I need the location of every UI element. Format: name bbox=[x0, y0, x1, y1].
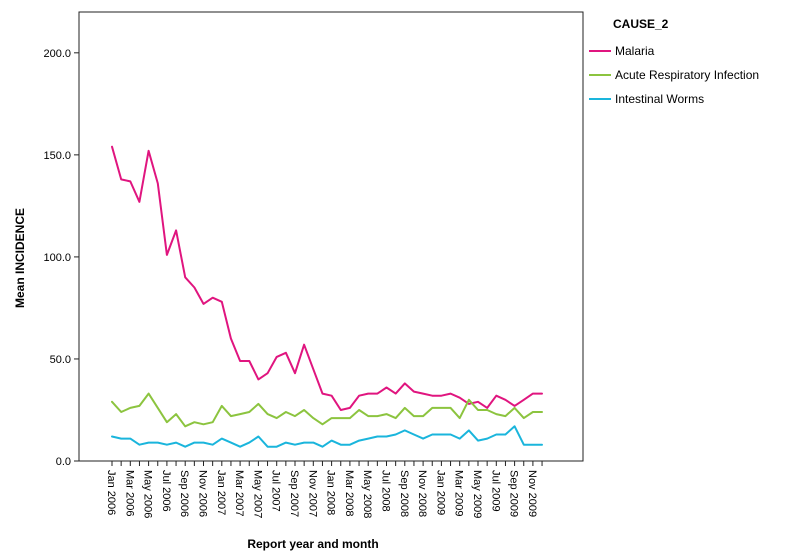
x-tick-label: Nov 2007 bbox=[306, 470, 318, 517]
legend-item-label: Malaria bbox=[615, 44, 655, 58]
x-tick-label: Mar 2007 bbox=[233, 470, 245, 516]
x-tick-label: Jul 2006 bbox=[160, 470, 172, 512]
x-tick-label: Jul 2007 bbox=[270, 470, 282, 512]
x-axis-title: Report year and month bbox=[247, 537, 378, 551]
x-tick-label: Jan 2006 bbox=[105, 470, 117, 515]
series-line-2 bbox=[111, 425, 543, 448]
x-tick-label: May 2007 bbox=[251, 470, 263, 518]
legend-title: CAUSE_2 bbox=[613, 17, 669, 31]
series-line-1 bbox=[111, 392, 543, 428]
legend: CAUSE_2 Malaria Acute Respiratory Infecti… bbox=[589, 17, 759, 106]
y-axis-title: Mean INCIDENCE bbox=[13, 208, 27, 308]
x-tick-label: Nov 2006 bbox=[197, 470, 209, 517]
y-tick-label: 50.0 bbox=[50, 354, 71, 366]
y-tick-label: 150.0 bbox=[43, 150, 71, 162]
y-tick-label: 100.0 bbox=[43, 252, 71, 264]
x-tick-label: May 2009 bbox=[471, 470, 483, 518]
legend-item-label: Intestinal Worms bbox=[615, 92, 704, 106]
x-tick-label: May 2006 bbox=[142, 470, 154, 518]
x-tick-label: Jul 2009 bbox=[489, 470, 501, 512]
legend-item-label: Acute Respiratory Infection bbox=[615, 68, 759, 82]
x-tick-label: Sep 2009 bbox=[508, 470, 520, 517]
x-tick-label: Sep 2007 bbox=[288, 470, 300, 517]
x-tick-label: Jan 2009 bbox=[434, 470, 446, 515]
x-tick-label: Sep 2008 bbox=[398, 470, 410, 517]
x-tick-label: Mar 2008 bbox=[343, 470, 355, 516]
x-tick-label: Jan 2007 bbox=[215, 470, 227, 515]
y-tick-label: 200.0 bbox=[43, 48, 71, 60]
x-tick-label: Mar 2006 bbox=[123, 470, 135, 516]
plot-area bbox=[78, 11, 584, 462]
x-axis: Jan 2006 Mar 2006 May 2006 Jul 2006 Sep 2006… bbox=[105, 461, 543, 518]
series-lines bbox=[111, 145, 543, 448]
x-tick-label: Jan 2008 bbox=[325, 470, 337, 515]
x-tick-label: Sep 2006 bbox=[178, 470, 190, 517]
x-tick-label: Jul 2008 bbox=[380, 470, 392, 512]
x-tick-label: Nov 2008 bbox=[416, 470, 428, 517]
x-tick-label: Nov 2009 bbox=[526, 470, 538, 517]
x-tick-label: May 2008 bbox=[361, 470, 373, 518]
y-tick-label: 0.0 bbox=[56, 456, 71, 468]
y-axis: 0.0 50.0 100.0 150.0 200.0 bbox=[43, 48, 79, 468]
x-tick-label: Mar 2009 bbox=[453, 470, 465, 516]
series-line-0 bbox=[111, 145, 543, 411]
